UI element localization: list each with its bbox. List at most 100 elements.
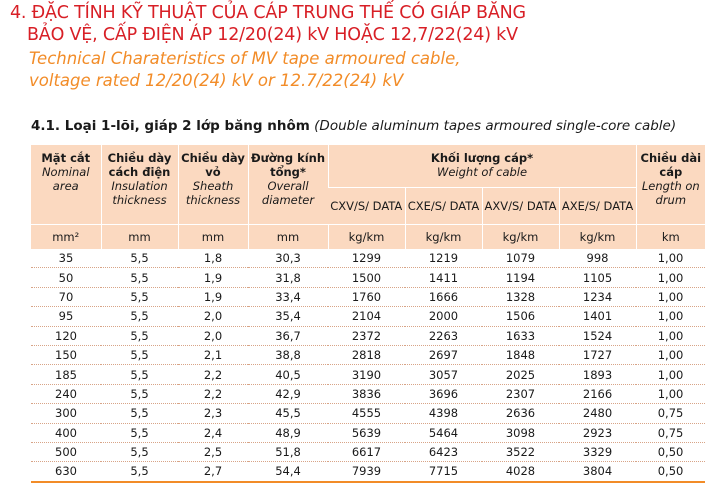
table-cell: 400 [31,423,101,443]
unit-cell: mm² [31,224,101,249]
table-cell: 1411 [405,267,482,288]
table-header: Mặt cắt Nominal area Chiều dày cách điện… [31,145,706,249]
table-cell: 2,4 [178,423,248,443]
table-cell: 48,9 [248,423,328,443]
table-cell: 2307 [482,384,559,405]
section-title: 4.1. Loại 1-lõi, giáp 2 lớp băng nhôm (D… [31,118,676,134]
table-cell: 0,75 [636,423,706,443]
table-cell: 50 [31,267,101,288]
header-length: Chiều dài cáp Length on drum [635,145,706,225]
table-body: 35 5,5 1,8 30,3 1299 1219 1079 998 1,00 50 5,5 1,9 3… [31,249,706,483]
section-title-en: (Double aluminum tapes armoured single-c… [314,118,677,134]
heading-english: Technical Charateristics of MV tape armo… [29,48,709,92]
table-row: 95 5,5 2,0 35,4 2104 2000 1506 1401 1,00 [31,306,706,327]
table-cell: 1666 [405,287,482,308]
table-cell: 1848 [482,345,559,366]
table-cell: 5,5 [101,306,178,327]
table-cell: 1401 [559,306,637,327]
table-cell: 5639 [328,423,405,443]
table-cell: 54,4 [248,461,328,483]
table-cell: 1105 [559,267,637,288]
table-cell: 2372 [328,326,405,346]
table-cell: 3190 [328,364,405,385]
table-cell: 1,00 [636,249,706,269]
table-cell: 3329 [559,442,637,463]
table-row: 50 5,5 1,9 31,8 1500 1411 1194 1105 1,00 [31,267,706,288]
header-weight-cxv: CXV/S/ DATA [328,187,405,225]
heading-vi-line-1: 4. ĐẶC TÍNH KỸ THUẬT CỦA CÁP TRUNG THẾ C… [10,3,526,23]
table-cell: 2166 [559,384,637,405]
table-cell: 300 [31,403,101,424]
table-cell: 1079 [482,249,559,269]
table-cell: 1500 [328,267,405,288]
unit-cell: kg/km [327,224,405,249]
table-cell: 1,00 [636,306,706,327]
table-cell: 45,5 [248,403,328,424]
table-cell: 5,5 [101,423,178,443]
table-cell: 70 [31,287,101,308]
table-cell: 5,5 [101,403,178,424]
unit-cell: kg/km [481,224,559,249]
table-cell: 3522 [482,442,559,463]
table-cell: 1,00 [636,345,706,366]
table-cell: 6423 [405,442,482,463]
table-row: 300 5,5 2,3 45,5 4555 4398 2636 2480 0,75 [31,403,706,424]
table-cell: 42,9 [248,384,328,405]
table-cell: 5,5 [101,364,178,385]
table-cell: 1893 [559,364,637,385]
table-cell: 2,0 [178,326,248,346]
header-insulation: Chiều dày cách điện Insulation thickness [100,145,178,225]
table-cell: 998 [559,249,637,269]
table-cell: 2480 [559,403,637,424]
table-cell: 2,2 [178,364,248,385]
table-cell: 3804 [559,461,637,483]
table-cell: 2818 [328,345,405,366]
table-cell: 38,8 [248,345,328,366]
table-cell: 2636 [482,403,559,424]
table-cell: 5,5 [101,249,178,269]
table-row: 150 5,5 2,1 38,8 2818 2697 1848 1727 1,00 [31,345,706,366]
table-cell: 0,75 [636,403,706,424]
table-row: 185 5,5 2,2 40,5 3190 3057 2025 1893 1,00 [31,364,706,385]
table-cell: 1,9 [178,267,248,288]
table-cell: 40,5 [248,364,328,385]
section-title-vi: 4.1. Loại 1-lõi, giáp 2 lớp băng nhôm [31,118,310,134]
table-cell: 1328 [482,287,559,308]
table-cell: 1219 [405,249,482,269]
table-cell: 5,5 [101,326,178,346]
table-cell: 500 [31,442,101,463]
heading-en-line-2: voltage rated 12/20(24) kV or 12.7/22(24… [29,71,404,90]
table-cell: 35,4 [248,306,328,327]
table-cell: 1,00 [636,364,706,385]
heading-vietnamese: 4. ĐẶC TÍNH KỸ THUẬT CỦA CÁP TRUNG THẾ C… [10,2,710,46]
table-row: 70 5,5 1,9 33,4 1760 1666 1328 1234 1,00 [31,287,706,308]
table-cell: 2,0 [178,306,248,327]
header-diameter: Đường kính tổng* Overall diameter [247,145,328,225]
unit-cell: mm [100,224,178,249]
table-cell: 240 [31,384,101,405]
table-cell: 630 [31,461,101,483]
table-cell: 3836 [328,384,405,405]
table-row: 240 5,5 2,2 42,9 3836 3696 2307 2166 1,00 [31,384,706,405]
table-cell: 3098 [482,423,559,443]
table-cell: 5,5 [101,287,178,308]
header-sheath: Chiều dày vỏ Sheath thickness [177,145,248,225]
table-cell: 1633 [482,326,559,346]
table-cell: 30,3 [248,249,328,269]
table-cell: 185 [31,364,101,385]
table-row: 400 5,5 2,4 48,9 5639 5464 3098 2923 0,75 [31,423,706,443]
table-cell: 5,5 [101,267,178,288]
table-cell: 5,5 [101,384,178,405]
heading-vi-line-2: BẢO VỆ, CẤP ĐIỆN ÁP 12/20(24) kV HOẶC 12… [27,25,518,45]
unit-cell: mm [247,224,328,249]
table-cell: 1524 [559,326,637,346]
table-cell: 1727 [559,345,637,366]
table-cell: 5,5 [101,345,178,366]
table-cell: 1,8 [178,249,248,269]
table-row: 630 5,5 2,7 54,4 7939 7715 4028 3804 0,50 [31,461,706,483]
table-cell: 5,5 [101,442,178,463]
table-cell: 4398 [405,403,482,424]
heading-en-line-1: Technical Charateristics of MV tape armo… [29,49,461,68]
table-row: 120 5,5 2,0 36,7 2372 2263 1633 1524 1,00 [31,326,706,346]
table-cell: 1299 [328,249,405,269]
